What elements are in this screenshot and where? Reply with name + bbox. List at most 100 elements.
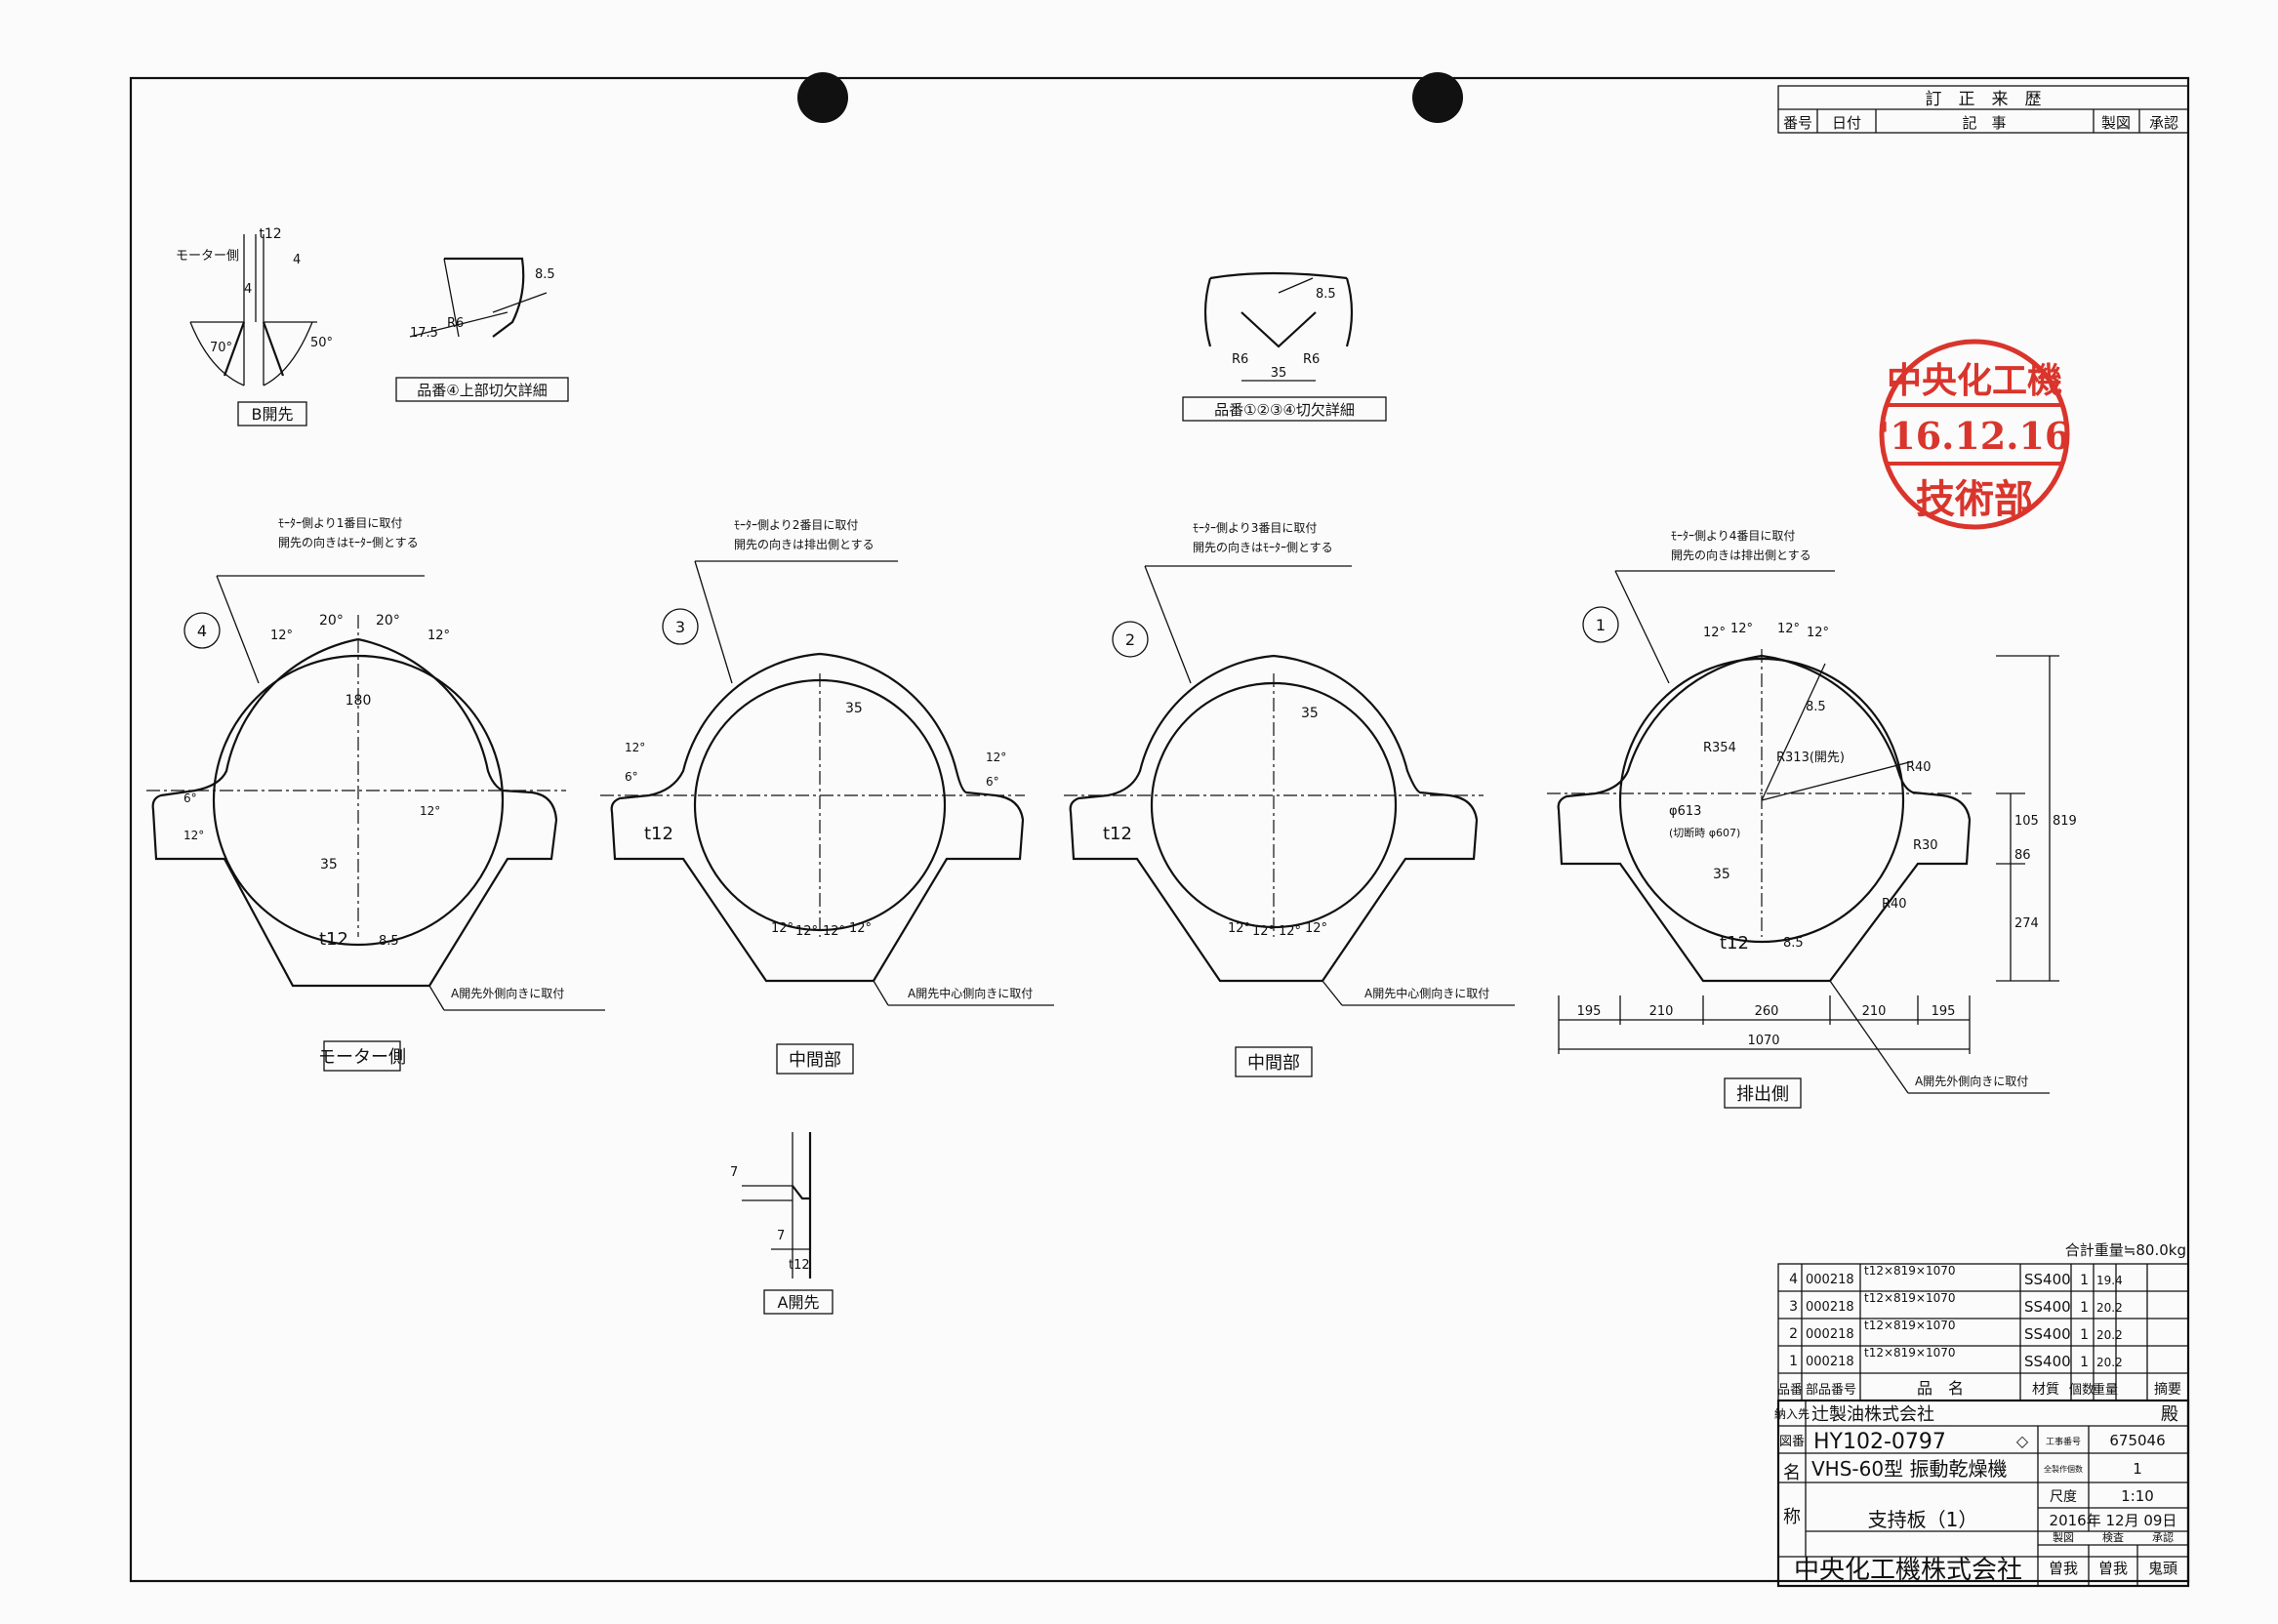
b-bevel-label: B開先: [252, 405, 294, 424]
b-bevel-t: t12: [259, 226, 281, 242]
plate-1-total: 1070: [1747, 1034, 1779, 1048]
plate-1-right-0: 105: [2014, 814, 2039, 829]
a-bevel-label: A開先: [778, 1293, 820, 1312]
plate-4-a-note: A開先外側向きに取付: [451, 986, 564, 1000]
total-weight: 合計重量≒80.0kg: [2065, 1241, 2186, 1259]
plate-4-note1: ﾓｰﾀｰ側より1番目に取付: [278, 516, 402, 530]
company-name: 中央化工機株式会社: [1794, 1556, 2022, 1585]
plate-4-d85: 8.5: [379, 934, 399, 949]
sign-header-drawn: 製図: [2053, 1530, 2074, 1544]
plate-4-a12c: 12°: [183, 829, 204, 842]
parts-list: 合計重量≒80.0kg 4 000218 t12×819×1070 SS400 …: [1777, 1241, 2189, 1401]
plate-1-top-3: 12°: [1807, 626, 1829, 640]
plate-1-note1: ﾓｰﾀｰ側より4番目に取付: [1671, 529, 1795, 543]
punch-hole-right: [1412, 72, 1463, 123]
b-bevel-dim-a: 4: [293, 253, 301, 267]
plate-4-a20a: 20°: [319, 613, 344, 629]
notch1234-label: 品番①②③④切欠詳細: [1214, 401, 1355, 419]
part-row-2-qty: 1: [2080, 1327, 2089, 1343]
company-stamp: 中央化工機 '16.12.16 技術部: [1879, 339, 2071, 530]
plate-3-note2: 開先の向きは排出側とする: [734, 537, 875, 551]
stamp-date: '16.12.16: [1879, 414, 2071, 458]
plate-1-top-2: 12°: [1777, 622, 1800, 636]
notch4-r6: R6: [447, 316, 464, 331]
plate-3-bottom-0: 12°: [771, 921, 793, 936]
plate-3-num: 3: [675, 618, 685, 636]
plate-1-bottom-4: 195: [1932, 1004, 1956, 1019]
parts-header-remarks: 摘要: [2154, 1381, 2181, 1398]
notch1234-r6a: R6: [1232, 352, 1248, 367]
drawing-border: [129, 76, 2190, 1583]
delivery-label: 納入先: [1774, 1407, 1810, 1421]
plate-1-r354: R354: [1703, 741, 1736, 755]
part-row-0-qty: 1: [2080, 1273, 2089, 1288]
plate-1-balloon: [1582, 606, 1619, 643]
plate-3-a6r: 6°: [986, 775, 999, 789]
plate-1-d85: 8.5: [1806, 700, 1826, 714]
plate-1-r30: R30: [1913, 838, 1938, 853]
part-row-1-material: SS400: [2024, 1298, 2071, 1316]
notch4-d175: 17.5: [410, 326, 438, 341]
plate-1-right-1: 86: [2014, 848, 2031, 863]
plate-3-bottom-1: 12°: [795, 924, 818, 939]
plate-2-a-note: A開先中心側向きに取付: [1364, 986, 1489, 1000]
plate-3-view: 3 ﾓｰﾀｰ側より2番目に取付 開先の向きは排出側とする 35 6° 12° 1…: [600, 518, 1054, 1075]
part-row-0-code: 000218: [1806, 1273, 1854, 1287]
plate-2-bottom-1: 12°: [1252, 924, 1275, 939]
notch1234-r6b: R6: [1303, 352, 1320, 367]
a-bevel-d7b: 7: [777, 1229, 785, 1243]
plate-3-bottom-2: 12°: [823, 924, 845, 939]
delivery-name: 辻製油株式会社: [1811, 1404, 1934, 1425]
part-row-0-no: 4: [1789, 1272, 1798, 1287]
part-row-2-spec: t12×819×1070: [1864, 1319, 1956, 1332]
part-row-3-material: SS400: [2024, 1353, 2071, 1370]
plate-1-num: 1: [1596, 616, 1606, 634]
detail-a-bevel: 7 7 t12 A開先: [730, 1132, 834, 1315]
plate-1-bottom-3: 210: [1862, 1004, 1887, 1019]
plate-2-d35: 35: [1301, 706, 1319, 721]
plate-4-note2: 開先の向きはﾓｰﾀｰ側とする: [278, 535, 419, 549]
scale-value: 1:10: [2121, 1487, 2154, 1505]
parts-header-qty: 個数: [2069, 1383, 2095, 1398]
plate-2-t12: t12: [1103, 824, 1132, 844]
revision-header-no: 番号: [1783, 114, 1812, 132]
scale-label: 尺度: [2050, 1489, 2077, 1505]
plate-3-view-label: 中間部: [789, 1050, 841, 1071]
part-row-1-qty: 1: [2080, 1300, 2089, 1316]
plate-1-a-note: A開先外側向きに取付: [1915, 1074, 2028, 1088]
plate-3-a-note: A開先中心側向きに取付: [908, 986, 1033, 1000]
drawing-no: HY102-0797: [1813, 1430, 1946, 1454]
part-name: 支持板（1）: [1868, 1508, 1978, 1531]
name-label-2: 称: [1783, 1507, 1801, 1527]
plate-1-r313: R313(開先): [1776, 751, 1845, 765]
plate-1-top-0: 12°: [1703, 626, 1726, 640]
plate-4-a6: 6°: [183, 792, 197, 805]
plate-3-a12: 12°: [625, 741, 645, 754]
part-row-2-code: 000218: [1806, 1327, 1854, 1342]
delivery-honorific: 殿: [2161, 1404, 2178, 1425]
plate-3-bottom-3: 12°: [849, 921, 872, 936]
work-no-label: 工事番号: [2046, 1436, 2081, 1447]
part-row-1-no: 3: [1789, 1299, 1798, 1315]
plate-4-a20b: 20°: [376, 613, 400, 629]
plate-2-balloon: [1112, 621, 1149, 658]
plate-3-note1: ﾓｰﾀｰ側より2番目に取付: [734, 518, 858, 532]
part-row-1-weight: 20.2: [2096, 1301, 2123, 1315]
revision-mark: ◇: [2016, 1432, 2029, 1450]
plate-3-a12r: 12°: [986, 751, 1006, 764]
sign-approved: 鬼頭: [2148, 1560, 2177, 1577]
plate-1-r40b: R40: [1882, 897, 1907, 912]
plate-4-a12a: 12°: [270, 629, 293, 643]
plate-4-t12: t12: [319, 929, 348, 950]
b-bevel-motor: モーター側: [176, 249, 239, 264]
plate-1-view: 1 ﾓｰﾀｰ側より4番目に取付 開先の向きは排出側とする 12° 12° 12°…: [1547, 529, 2077, 1109]
plate-2-bottom-3: 12°: [1305, 921, 1327, 936]
parts-header-material: 材質: [2032, 1382, 2059, 1398]
qty-value: 1: [2133, 1460, 2142, 1478]
plate-1-height: 819: [2053, 814, 2077, 829]
part-row-0-weight: 19.4: [2096, 1274, 2123, 1287]
revision-header-drawn: 製図: [2101, 114, 2131, 132]
qty-label: 全製作個数: [2044, 1464, 2083, 1474]
plate-3-a6: 6°: [625, 770, 638, 784]
